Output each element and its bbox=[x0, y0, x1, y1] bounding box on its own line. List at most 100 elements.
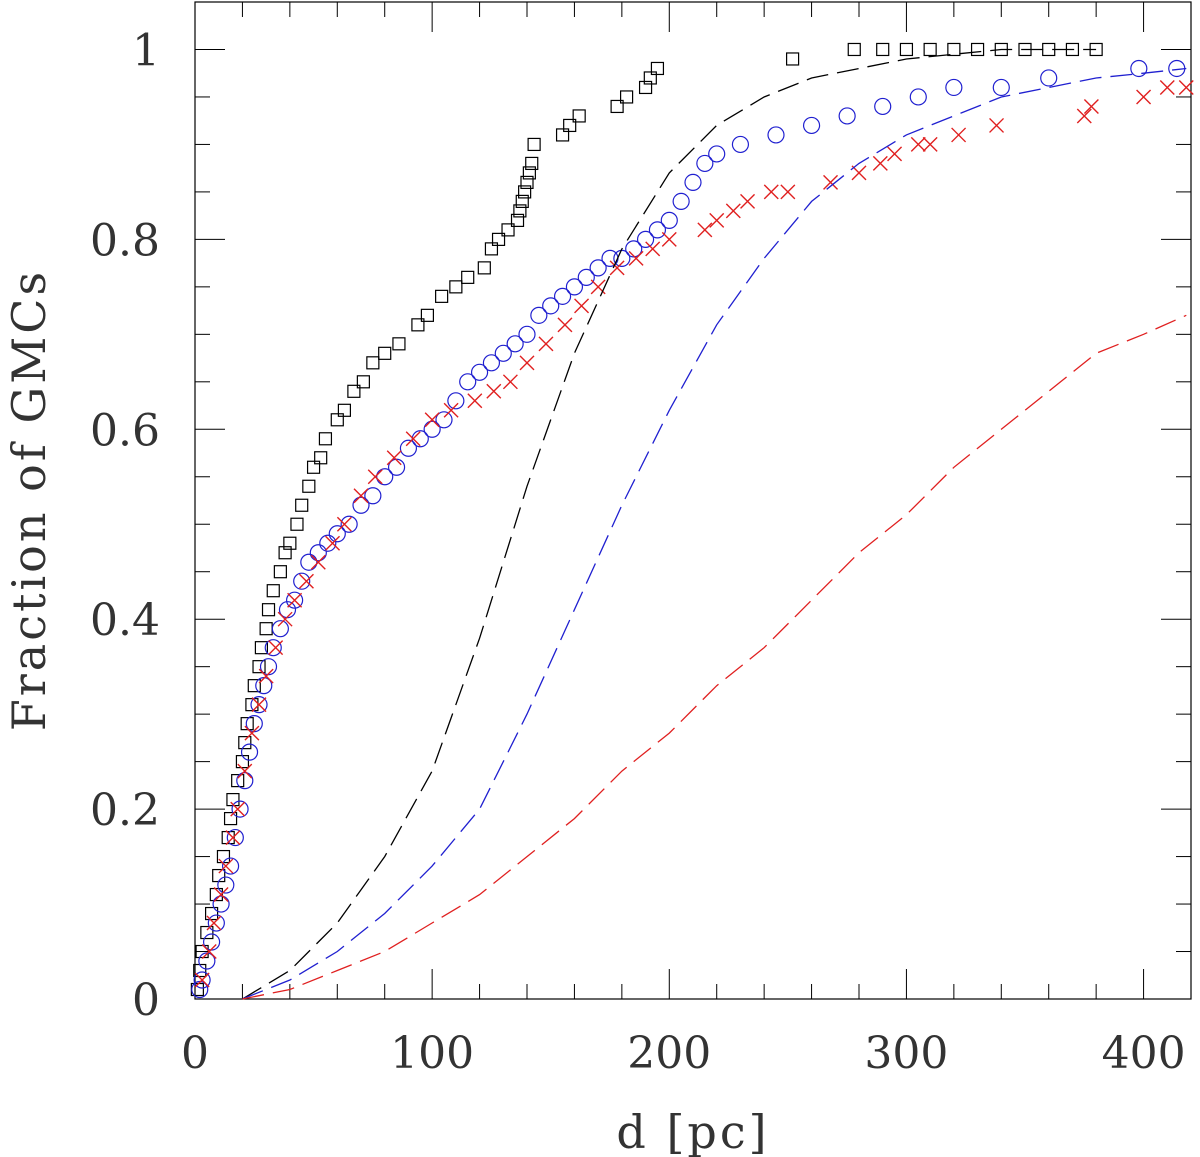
series-blue-dashed-model bbox=[242, 67, 1187, 1000]
circle-point bbox=[660, 211, 678, 229]
cross-point bbox=[206, 915, 222, 931]
series-black-dashed-model bbox=[242, 48, 1097, 1000]
square-point bbox=[899, 42, 914, 57]
square-point bbox=[435, 289, 449, 303]
y-tick-label: 0 bbox=[132, 975, 160, 1026]
square-point bbox=[212, 868, 226, 883]
square-point bbox=[200, 925, 214, 940]
circle-point bbox=[506, 335, 524, 353]
square-point bbox=[318, 432, 333, 446]
circle-point bbox=[399, 439, 418, 457]
cross-point bbox=[467, 393, 483, 409]
square-point bbox=[501, 223, 515, 237]
circle-point bbox=[423, 420, 441, 438]
cross-point bbox=[538, 336, 554, 352]
model-curve bbox=[242, 48, 1097, 1000]
square-point bbox=[221, 830, 235, 845]
circle-point bbox=[767, 126, 785, 144]
axis-ticks bbox=[194, 1, 1192, 1000]
square-point bbox=[302, 479, 316, 493]
series-layer bbox=[190, 42, 1194, 1000]
circle-point bbox=[300, 553, 318, 571]
cross-point bbox=[557, 317, 573, 333]
square-point bbox=[252, 660, 266, 674]
circle-point bbox=[376, 468, 394, 486]
square-point bbox=[347, 384, 361, 398]
y-tick-label: 0.6 bbox=[90, 405, 160, 456]
square-point bbox=[510, 213, 525, 227]
y-tick-label: 0.8 bbox=[90, 215, 160, 266]
square-point bbox=[306, 460, 321, 474]
square-point bbox=[378, 346, 392, 360]
square-point bbox=[491, 232, 506, 246]
circle-point bbox=[945, 78, 963, 97]
square-point bbox=[619, 90, 634, 104]
circle-point bbox=[221, 857, 240, 875]
square-point bbox=[223, 811, 238, 826]
square-point bbox=[278, 546, 292, 560]
circle-point bbox=[226, 828, 244, 847]
square-point bbox=[259, 622, 273, 636]
square-point bbox=[261, 603, 276, 617]
cross-point bbox=[645, 241, 661, 257]
cross-point bbox=[244, 725, 260, 741]
cross-point bbox=[298, 573, 314, 589]
series-red-dashed-model bbox=[242, 314, 1187, 1000]
cross-point bbox=[709, 212, 725, 228]
circle-point bbox=[459, 373, 477, 391]
cross-point bbox=[230, 801, 246, 817]
cross-point bbox=[1083, 98, 1099, 114]
circle-point bbox=[494, 344, 512, 362]
cross-point bbox=[287, 592, 303, 608]
square-point bbox=[610, 99, 624, 114]
cross-point bbox=[424, 412, 440, 428]
circle-point bbox=[992, 78, 1010, 97]
cross-point bbox=[213, 887, 229, 903]
cross-point bbox=[502, 374, 518, 390]
circle-point bbox=[553, 287, 572, 305]
x-tick-label: 400 bbox=[1102, 1028, 1186, 1079]
cross-point bbox=[609, 260, 625, 276]
series-red-crosses bbox=[194, 79, 1194, 988]
cross-point bbox=[725, 203, 741, 219]
cross-point bbox=[763, 184, 779, 200]
square-point bbox=[847, 42, 861, 57]
circle-point bbox=[648, 221, 667, 239]
square-point bbox=[238, 736, 252, 750]
circle-point bbox=[1040, 69, 1058, 87]
cross-point bbox=[989, 117, 1005, 133]
circle-point bbox=[589, 259, 607, 277]
circle-point bbox=[231, 800, 249, 818]
cross-point bbox=[951, 127, 967, 143]
cross-point bbox=[237, 763, 253, 779]
series-black-squares bbox=[190, 42, 1103, 997]
circle-point bbox=[435, 411, 453, 429]
plot-frame bbox=[194, 1, 1192, 1000]
square-point bbox=[205, 906, 219, 921]
circle-point bbox=[672, 192, 690, 210]
square-point bbox=[273, 565, 287, 579]
cross-point bbox=[922, 136, 938, 152]
circle-point bbox=[518, 325, 536, 343]
circle-point bbox=[340, 515, 358, 533]
square-point bbox=[785, 52, 800, 66]
cross-point bbox=[194, 972, 210, 988]
cross-point bbox=[697, 222, 713, 238]
circle-point bbox=[193, 971, 211, 989]
cross-point bbox=[443, 402, 459, 418]
cross-point bbox=[225, 830, 241, 846]
square-point bbox=[555, 128, 570, 142]
circle-point bbox=[207, 914, 225, 932]
square-point bbox=[947, 42, 961, 57]
square-point bbox=[330, 413, 344, 427]
square-point bbox=[195, 944, 209, 959]
cross-point bbox=[519, 355, 535, 371]
cross-point bbox=[661, 231, 677, 247]
circle-point bbox=[731, 135, 750, 154]
square-point bbox=[513, 204, 527, 218]
square-point bbox=[231, 774, 245, 788]
circle-point bbox=[447, 392, 465, 410]
cross-point bbox=[628, 250, 644, 266]
model-curve bbox=[242, 67, 1187, 1000]
